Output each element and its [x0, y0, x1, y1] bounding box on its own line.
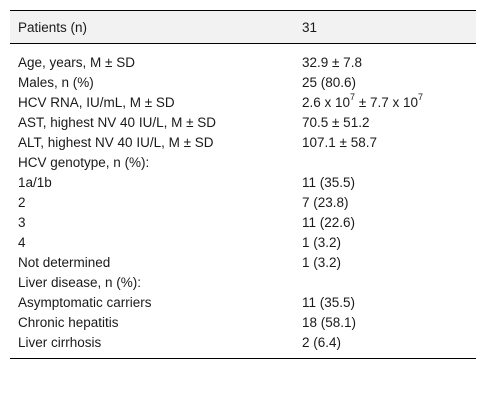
row-value: 11 (35.5): [302, 174, 356, 190]
table-header-row: Patients (n) 31: [10, 10, 476, 44]
row-label: HCV RNA, IU/mL, M ± SD: [18, 94, 175, 110]
row-label: Liver disease, n (%):: [18, 274, 142, 290]
table-row: Not determined 1 (3.2): [10, 252, 476, 272]
row-label: 2: [18, 194, 26, 210]
table-row: ALT, highest NV 40 IU/L, M ± SD 107.1 ± …: [10, 132, 476, 152]
table-row: HCV genotype, n (%):: [10, 152, 476, 172]
row-label: Liver cirrhosis: [10, 332, 292, 359]
table-row: Liver cirrhosis 2 (6.4): [10, 332, 476, 359]
row-value: 1 (3.2): [302, 234, 342, 250]
row-value: 7 (23.8): [302, 194, 349, 210]
row-label: Not determined: [18, 254, 111, 270]
row-value: 11 (22.6): [302, 214, 356, 230]
value-exponent-b: 7: [418, 92, 424, 102]
table-row: 2 7 (23.8): [10, 192, 476, 212]
patient-characteristics-table: Patients (n) 31 Age, years, M ± SD 32.9 …: [10, 10, 476, 359]
row-value: 1 (3.2): [302, 254, 342, 270]
row-label: 1a/1b: [18, 174, 52, 190]
row-label: Asymptomatic carriers: [18, 294, 152, 310]
row-value: 32.9 ± 7.8: [302, 54, 362, 70]
row-value: 18 (58.1): [302, 314, 357, 330]
table-row: Chronic hepatitis 18 (58.1): [10, 312, 476, 332]
table-row: 4 1 (3.2): [10, 232, 476, 252]
table-row: AST, highest NV 40 IU/L, M ± SD 70.5 ± 5…: [10, 112, 476, 132]
table-row: HCV RNA, IU/mL, M ± SD 2.6 x 107 ± 7.7 x…: [10, 92, 476, 112]
row-value: 107.1 ± 58.7: [302, 134, 377, 150]
data-table-container: Patients (n) 31 Age, years, M ± SD 32.9 …: [10, 10, 476, 359]
value-part-a: 2.6 x 10: [302, 94, 351, 110]
header-patients-count: 31: [292, 10, 476, 44]
table-row: Age, years, M ± SD 32.9 ± 7.8: [10, 44, 476, 73]
table-row: 1a/1b 11 (35.5): [10, 172, 476, 192]
row-value: [292, 152, 476, 172]
header-patients-label: Patients (n): [10, 10, 292, 44]
row-label: AST, highest NV 40 IU/L, M ± SD: [18, 114, 216, 130]
row-label: Males, n (%): [18, 74, 94, 90]
row-label: ALT, highest NV 40 IU/L, M ± SD: [18, 134, 214, 150]
row-value: 2 (6.4): [292, 332, 476, 359]
table-row: Liver disease, n (%):: [10, 272, 476, 292]
value-exponent-a: 7: [350, 92, 356, 102]
row-value: 11 (35.5): [302, 294, 356, 310]
row-value: 2.6 x 107 ± 7.7 x 107: [292, 92, 476, 112]
row-label: 4: [18, 234, 26, 250]
row-label: HCV genotype, n (%):: [18, 154, 150, 170]
table-row: Asymptomatic carriers 11 (35.5): [10, 292, 476, 312]
row-value: [292, 272, 476, 292]
row-value: 70.5 ± 51.2: [302, 114, 370, 130]
table-row: 3 11 (22.6): [10, 212, 476, 232]
row-label: Age, years, M ± SD: [18, 54, 135, 70]
row-label: Chronic hepatitis: [18, 314, 119, 330]
row-label: 3: [18, 214, 26, 230]
row-value: 25 (80.6): [302, 74, 357, 90]
value-part-b: ± 7.7 x 10: [355, 94, 419, 110]
table-row: Males, n (%) 25 (80.6): [10, 72, 476, 92]
